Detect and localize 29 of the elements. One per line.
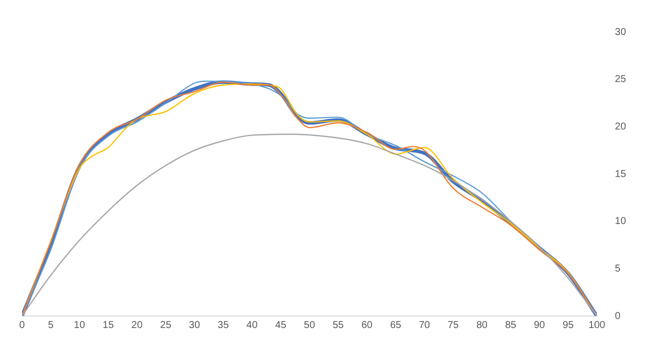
x-tick-label: 95 (562, 320, 574, 331)
x-tick-label: 45 (275, 320, 287, 331)
x-tick-label: 10 (74, 320, 86, 331)
x-tick-label: 100 (588, 320, 606, 331)
x-tick-label: 30 (188, 320, 200, 331)
y-tick-label: 25 (614, 74, 626, 86)
x-tick-label: 60 (361, 320, 373, 331)
y-tick-label: 10 (614, 216, 626, 228)
x-tick-label: 0 (19, 320, 26, 331)
y-tick-label: 5 (614, 263, 621, 274)
x-tick-label: 40 (246, 320, 258, 331)
x-tick-label: 80 (476, 320, 488, 331)
x-tick-label: 85 (505, 320, 517, 331)
x-tick-label: 25 (160, 320, 172, 331)
x-tick-label: 90 (534, 320, 546, 331)
x-tick-label: 65 (390, 320, 402, 331)
x-tick-label: 55 (332, 320, 344, 331)
x-tick-label: 50 (304, 320, 316, 331)
x-tick-label: 5 (48, 320, 54, 331)
x-tick-label: 75 (448, 320, 460, 331)
y-tick-label: 30 (614, 26, 626, 38)
y-tick-label: 20 (614, 121, 626, 132)
y-tick-label: 15 (614, 168, 626, 180)
x-tick-label: 35 (218, 320, 230, 331)
x-tick-label: 15 (102, 320, 114, 331)
x-tick-label: 70 (418, 320, 430, 331)
y-tick-label: 0 (614, 310, 621, 322)
line-series (22, 134, 597, 316)
x-tick-label: 20 (131, 320, 143, 331)
